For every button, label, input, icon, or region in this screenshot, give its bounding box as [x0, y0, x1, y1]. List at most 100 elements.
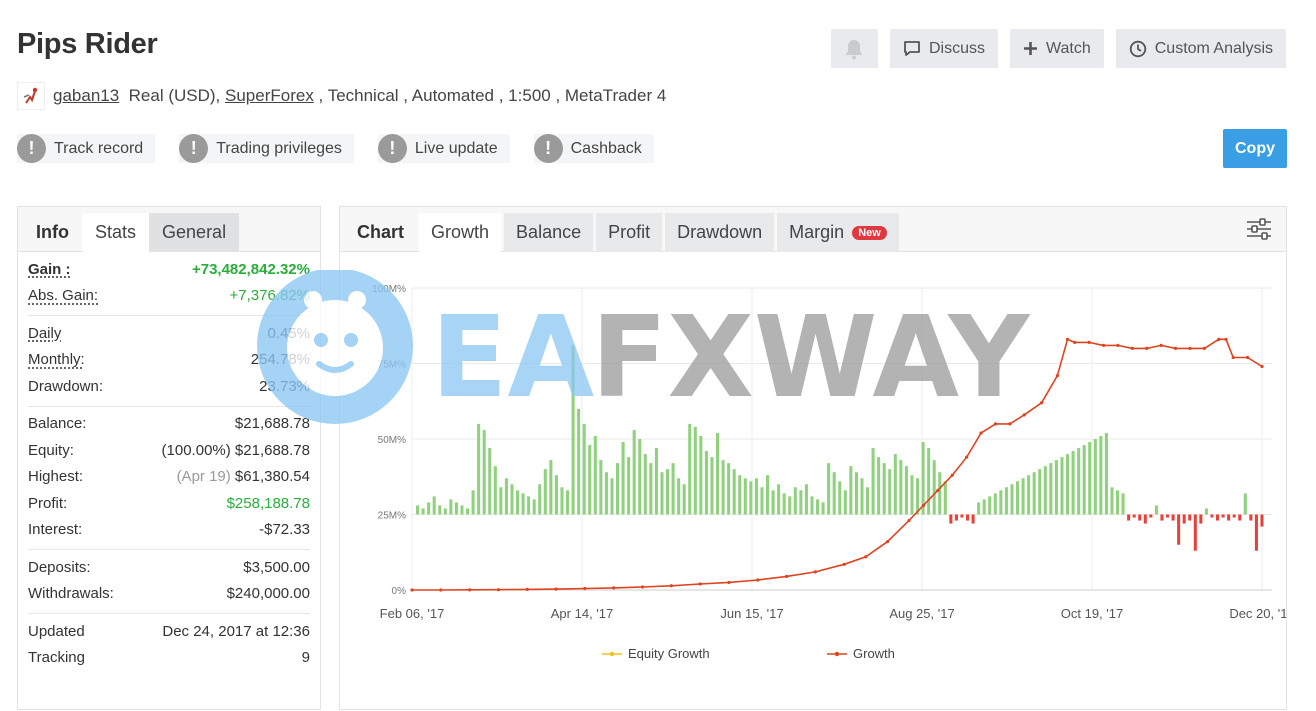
profit-bar — [1193, 514, 1197, 551]
stat-deposits: Deposits: $3,500.00 — [28, 554, 310, 581]
profit-bar — [1093, 439, 1097, 515]
stats-list: Gain : +73,482,842.32% Abs. Gain: +7,376… — [18, 252, 320, 677]
stat-value: 23.73% — [259, 377, 310, 395]
discuss-button[interactable]: Discuss — [889, 29, 998, 68]
profit-bar — [904, 466, 908, 515]
stat-label: Withdrawals: — [28, 585, 114, 603]
growth-chart[interactable]: 0% 25M% 50M% 75M% 100M% Feb 06, '17 Apr 14, '1… — [340, 252, 1286, 710]
profit-bar — [1177, 514, 1181, 545]
y-tick-label: 25M% — [378, 511, 406, 522]
stats-tabs: Info Stats General — [18, 207, 320, 252]
stat-label[interactable]: Monthly: — [28, 351, 85, 369]
profit-bar — [1232, 514, 1236, 518]
legend-equity-label: Equity Growth — [628, 646, 710, 661]
badge-track-record[interactable]: ! Track record — [17, 134, 156, 163]
profit-bar — [827, 463, 831, 515]
stat-value: $258,188.78 — [226, 494, 310, 512]
profit-bar — [1204, 508, 1208, 515]
stat-profit: Profit: $258,188.78 — [28, 490, 310, 517]
profit-bar — [1088, 442, 1092, 515]
profit-bar — [988, 496, 992, 515]
copy-button[interactable]: Copy — [1223, 129, 1287, 168]
exclamation-icon: ! — [377, 134, 407, 163]
profit-bar — [810, 496, 814, 515]
growth-point — [1116, 343, 1120, 347]
profit-bar — [471, 490, 475, 515]
profit-bar — [888, 469, 892, 515]
profit-bar — [671, 463, 675, 515]
tab-stats[interactable]: Stats — [82, 213, 150, 252]
profit-bar — [1171, 514, 1175, 521]
growth-point — [1224, 337, 1228, 341]
profit-bar — [488, 448, 492, 515]
profit-bar — [1143, 514, 1147, 524]
profit-bar — [982, 499, 986, 515]
stat-monthly: Monthly: 254.78% — [28, 347, 310, 374]
profit-bar — [854, 472, 858, 515]
tab-general[interactable]: General — [149, 213, 240, 252]
badge-label: Cashback — [570, 139, 642, 157]
stat-label: Profit: — [28, 494, 68, 512]
profit-bar — [1071, 451, 1075, 515]
growth-point — [1101, 343, 1106, 347]
y-tick-label: 0% — [392, 586, 407, 597]
profit-bar — [949, 514, 953, 524]
profit-bar — [460, 505, 464, 515]
stat-value: Dec 24, 2017 at 12:36 — [162, 622, 310, 640]
tab-margin[interactable]: Margin New — [777, 213, 899, 252]
profit-bar — [477, 423, 481, 515]
profit-bar — [1054, 460, 1058, 515]
profit-bar — [743, 478, 747, 515]
notify-button[interactable] — [830, 29, 878, 68]
profit-bar — [1082, 445, 1086, 515]
stat-withdrawals: Withdrawals: $240,000.00 — [28, 581, 310, 608]
profit-bar — [532, 499, 536, 515]
stat-label[interactable]: Daily — [28, 324, 62, 342]
growth-point — [885, 540, 890, 544]
tab-balance[interactable]: Balance — [504, 213, 594, 252]
profit-bar — [916, 478, 920, 515]
tab-growth[interactable]: Growth — [419, 213, 502, 252]
stat-updated: Updated Dec 24, 2017 at 12:36 — [28, 618, 310, 645]
growth-point — [583, 586, 587, 591]
stat-label: Interest: — [28, 521, 83, 539]
stat-label: Drawdown: — [28, 377, 104, 395]
profit-bar — [821, 502, 825, 515]
top-actions: Discuss Watch Custom Analysis — [830, 29, 1286, 68]
badge-live-update[interactable]: ! Live update — [377, 134, 510, 163]
growth-point — [979, 431, 983, 435]
profit-bar — [1210, 514, 1214, 518]
badge-trading-privileges[interactable]: ! Trading privileges — [179, 134, 354, 163]
username-link[interactable]: gaban13 — [53, 86, 120, 105]
tab-margin-label: Margin — [789, 222, 845, 242]
stat-label: Balance: — [28, 415, 87, 433]
profit-bar — [1066, 454, 1070, 515]
tab-drawdown[interactable]: Drawdown — [665, 213, 775, 252]
growth-point — [439, 588, 443, 592]
profit-bar — [1116, 490, 1120, 515]
profit-bar — [932, 460, 936, 515]
x-tick-label: Jun 15, '17 — [720, 606, 783, 621]
badge-cashback[interactable]: ! Cashback — [533, 134, 654, 163]
profit-bar — [593, 435, 597, 515]
profit-bar — [566, 490, 570, 515]
stat-group-rates: Daily 0.45% Monthly: 254.78% Drawdown: 2… — [28, 316, 310, 407]
profit-bar — [616, 463, 620, 515]
growth-point — [936, 488, 940, 492]
custom-analysis-button[interactable]: Custom Analysis — [1115, 29, 1286, 68]
tab-info[interactable]: Info — [36, 222, 69, 242]
broker-link[interactable]: SuperForex — [225, 86, 314, 105]
highest-date: (Apr 19) — [176, 468, 231, 486]
avatar[interactable] — [17, 82, 45, 110]
stat-label[interactable]: Abs. Gain: — [28, 287, 99, 305]
stat-value: -$72.33 — [259, 521, 310, 539]
watch-button[interactable]: Watch — [1009, 29, 1104, 68]
chart-settings-icon[interactable] — [1246, 217, 1272, 246]
profit-bar — [782, 493, 786, 515]
profit-bar — [1060, 457, 1064, 515]
profit-bar — [1154, 505, 1158, 515]
stat-label[interactable]: Gain : — [28, 260, 71, 278]
highest-amount: $61,380.54 — [234, 468, 310, 486]
growth-point — [1173, 346, 1178, 350]
tab-profit[interactable]: Profit — [596, 213, 663, 252]
